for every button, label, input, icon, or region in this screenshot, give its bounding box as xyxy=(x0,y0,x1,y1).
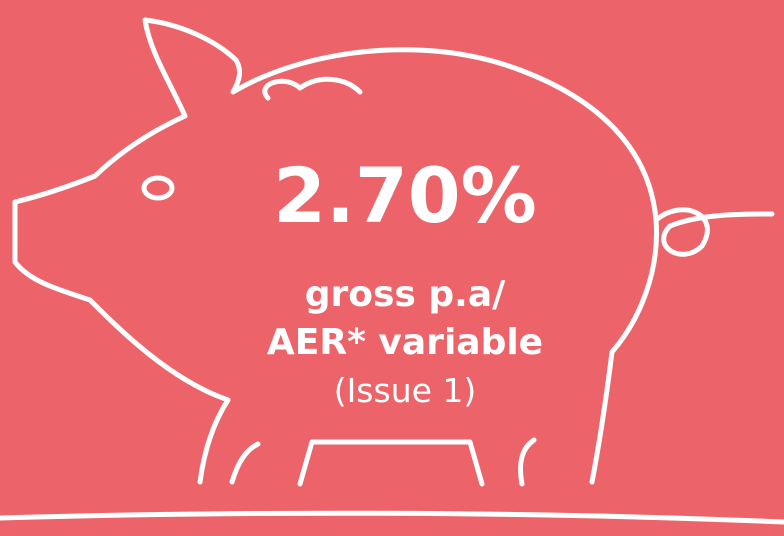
promo-graphic: 2.70% gross p.a/ AER* variable (Issue 1) xyxy=(0,0,784,536)
rate-basis: gross p.a/ xyxy=(305,274,506,315)
rate: 2.70% xyxy=(273,151,537,240)
page: 2.70% gross p.a/ AER* variable (Issue 1)… xyxy=(0,0,784,536)
rate-type: AER* variable xyxy=(267,322,543,363)
issue: (Issue 1) xyxy=(334,371,477,410)
pig-outline xyxy=(0,20,784,522)
